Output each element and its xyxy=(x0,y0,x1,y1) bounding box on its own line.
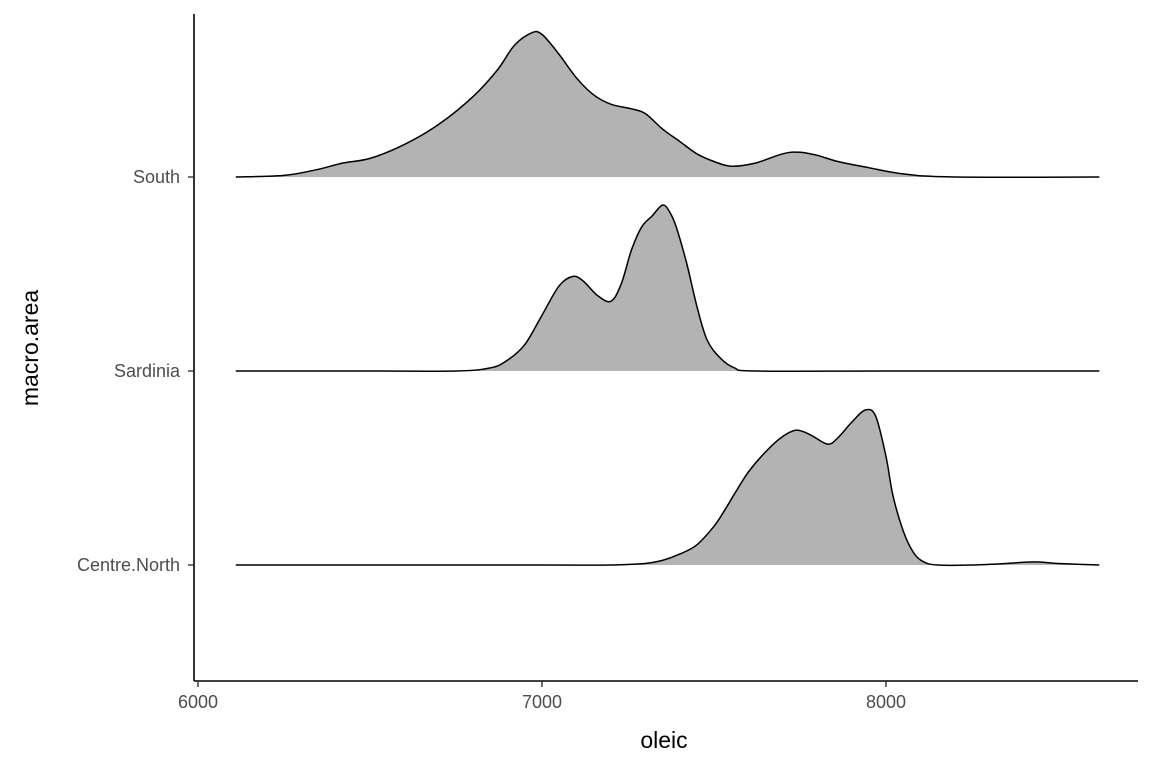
ridge-line-centre-north xyxy=(235,408,1100,567)
x-axis-title: oleic xyxy=(640,727,687,753)
y-axis-title: macro.area xyxy=(17,290,43,407)
y-ticks: Centre.North Sardinia South xyxy=(77,167,194,575)
ridge-fill-south xyxy=(235,31,1100,178)
x-tick-label-8000: 8000 xyxy=(866,692,906,712)
axes-layer xyxy=(193,14,1138,682)
x-tick-label-6000: 6000 xyxy=(178,692,218,712)
ridge-line-sardinia xyxy=(235,204,1100,372)
y-tick-label-sardinia: Sardinia xyxy=(114,361,181,381)
ridge-line-south xyxy=(235,30,1100,178)
x-tick-label-7000: 7000 xyxy=(522,692,562,712)
ridges-layer xyxy=(235,30,1100,567)
ridge-fill-sardinia xyxy=(235,205,1100,372)
x-ticks: 6000 7000 8000 xyxy=(178,681,906,712)
y-tick-label-centre-north: Centre.North xyxy=(77,555,180,575)
y-tick-label-south: South xyxy=(133,167,180,187)
ridge-fill-centre-north xyxy=(235,409,1100,566)
